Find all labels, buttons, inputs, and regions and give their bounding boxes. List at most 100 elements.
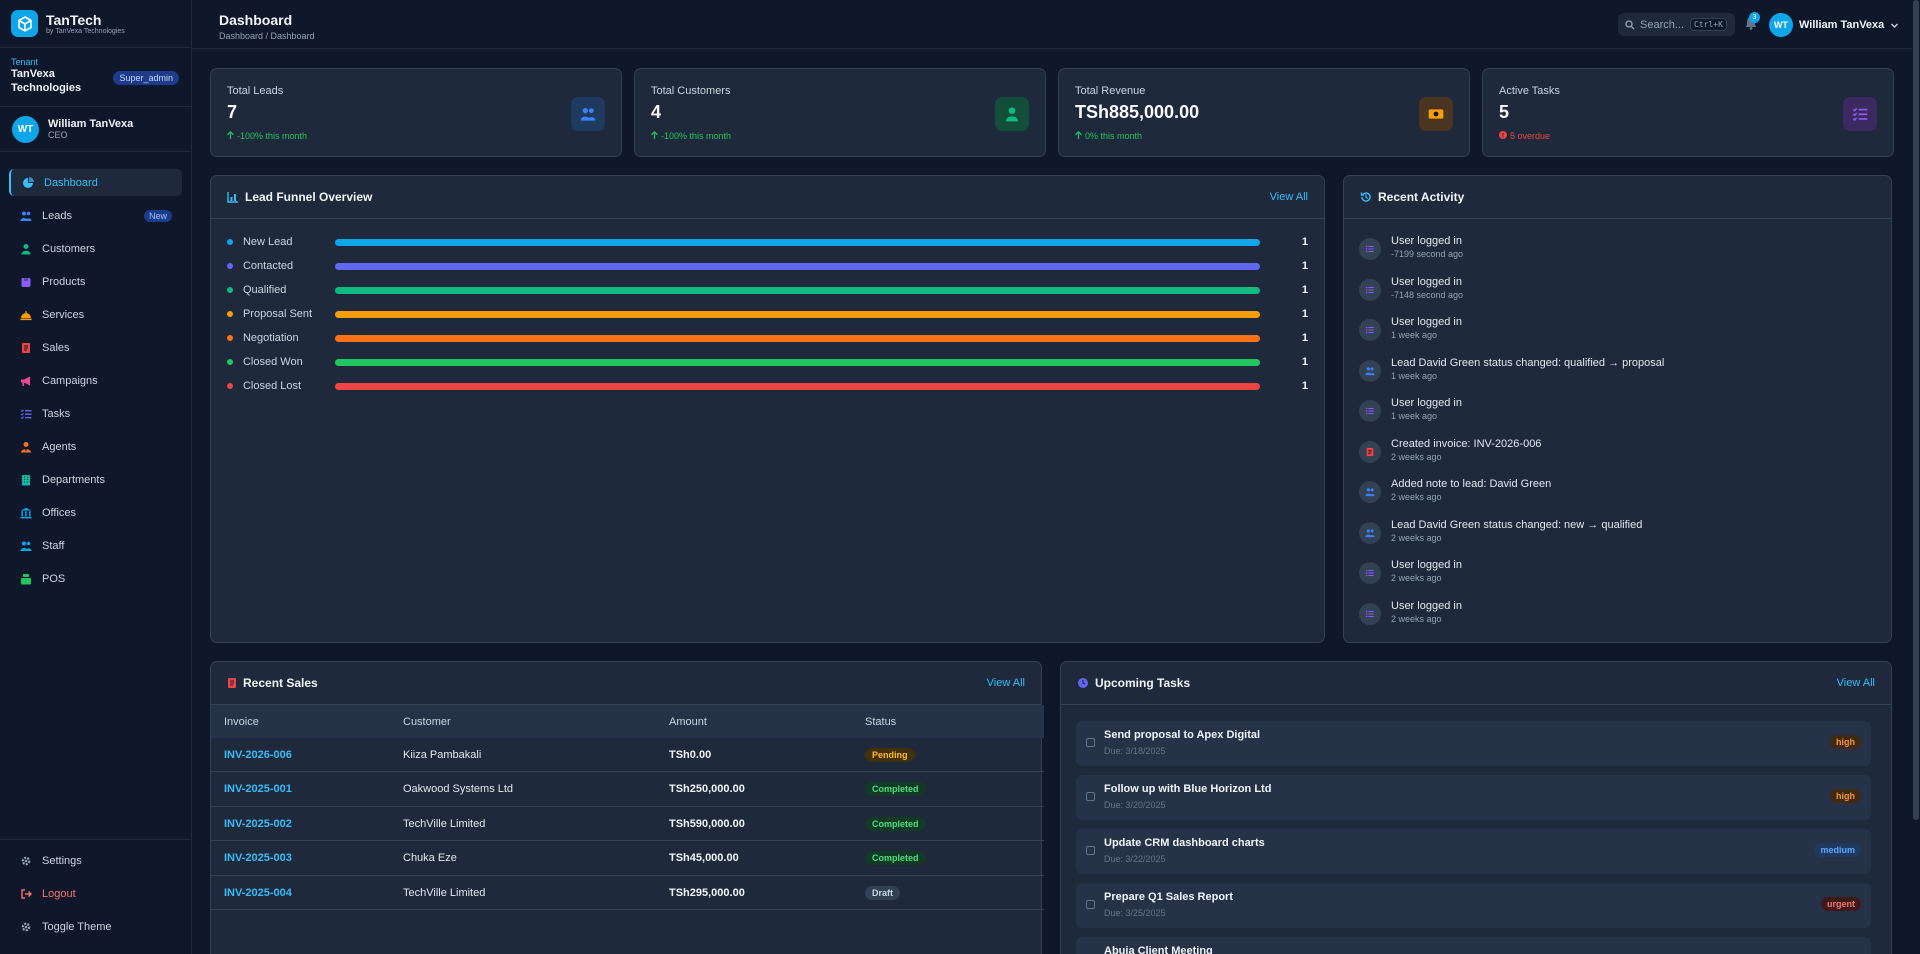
task-item[interactable]: Prepare Q1 Sales Report Due: 3/25/2025 urg… bbox=[1076, 883, 1871, 928]
sidebar-item-dashboard[interactable]: Dashboard bbox=[9, 169, 182, 196]
sidebar-item-agents[interactable]: Agents bbox=[9, 433, 182, 460]
user-menu[interactable]: WT William TanVexa bbox=[1769, 12, 1899, 38]
stat-value: 7 bbox=[227, 102, 238, 122]
activity-text: User logged in bbox=[1391, 316, 1462, 328]
chart-pie-icon bbox=[22, 176, 34, 189]
activity-item[interactable]: Lead David Green status changed: qualifi… bbox=[1359, 356, 1664, 390]
invoice-link[interactable]: INV-2025-002 bbox=[224, 817, 292, 830]
view-all-link[interactable]: View All bbox=[1269, 191, 1308, 203]
task-title: Follow up with Blue Horizon Ltd bbox=[1104, 783, 1272, 795]
logout-button[interactable]: Logout bbox=[9, 880, 182, 907]
activity-item[interactable]: User logged in 1 week ago bbox=[1359, 315, 1462, 349]
activity-item[interactable]: User logged in 1 week ago bbox=[1359, 396, 1462, 430]
sidebar-item-departments[interactable]: Departments bbox=[9, 466, 182, 493]
task-item[interactable]: Abuja Client Meeting bbox=[1076, 937, 1871, 954]
progress-fill bbox=[335, 334, 1261, 342]
status-badge: Completed bbox=[865, 782, 926, 796]
sidebar-user[interactable]: WT William TanVexa CEO bbox=[0, 107, 191, 152]
progress-fill bbox=[335, 262, 1261, 270]
table-row[interactable]: INV-2026-006 Kiiza Pambakali TSh0.00 Pendin… bbox=[211, 738, 1044, 772]
funnel-stage-label: Proposal Sent bbox=[242, 308, 313, 320]
scrollbar[interactable] bbox=[1912, 0, 1920, 954]
sidebar-item-products[interactable]: Products bbox=[9, 268, 182, 295]
sidebar-item-sales[interactable]: Sales bbox=[9, 334, 182, 361]
breadcrumb: Dashboard / Dashboard bbox=[219, 31, 315, 41]
task-due: Due: 3/22/2025 bbox=[1104, 854, 1166, 864]
funnel-count: 1 bbox=[1301, 260, 1308, 272]
search-input[interactable]: Search... Ctrl+K bbox=[1618, 13, 1735, 36]
sidebar-item-staff[interactable]: Staff bbox=[9, 532, 182, 559]
activity-item[interactable]: User logged in -7148 second ago bbox=[1359, 275, 1463, 309]
stat-card[interactable]: Total Leads 7 -100% this month bbox=[210, 68, 622, 157]
task-checkbox[interactable] bbox=[1086, 846, 1095, 855]
stat-value: 4 bbox=[651, 102, 662, 122]
task-checkbox[interactable] bbox=[1086, 738, 1095, 747]
card-header: Recent Sales View All bbox=[211, 662, 1041, 705]
activity-item[interactable]: Lead David Green status changed: new → q… bbox=[1359, 518, 1642, 552]
users-icon bbox=[1359, 359, 1381, 382]
activity-item[interactable]: User logged in -7199 second ago bbox=[1359, 234, 1463, 268]
task-checkbox[interactable] bbox=[1086, 900, 1095, 909]
view-all-link[interactable]: View All bbox=[986, 677, 1025, 689]
arrow-up-icon bbox=[227, 130, 234, 141]
sidebar-item-tasks[interactable]: Tasks bbox=[9, 400, 182, 427]
invoice-link[interactable]: INV-2025-003 bbox=[224, 852, 292, 864]
stat-label: Total Leads bbox=[227, 85, 284, 97]
column-header[interactable]: Invoice bbox=[224, 715, 259, 728]
stat-trend-text: -100% this month bbox=[237, 131, 308, 141]
logout-icon bbox=[20, 888, 32, 900]
column-header[interactable]: Status bbox=[865, 715, 897, 728]
activity-item[interactable]: User logged in 2 weeks ago bbox=[1359, 558, 1462, 592]
activity-item[interactable]: User logged in 2 weeks ago bbox=[1359, 599, 1462, 633]
sidebar-item-leads[interactable]: Leads New bbox=[9, 202, 182, 229]
amount-cell: TSh45,000.00 bbox=[669, 852, 739, 864]
sidebar-item-offices[interactable]: Offices bbox=[9, 499, 182, 526]
page-title: Dashboard bbox=[219, 12, 293, 28]
table-row[interactable]: INV-2025-002 TechVille Limited TSh590,000.… bbox=[211, 807, 1044, 841]
sidebar-item-customers[interactable]: Customers bbox=[9, 235, 182, 262]
stat-card[interactable]: Total Revenue TSh885,000.00 0% this month bbox=[1058, 68, 1470, 157]
funnel-row: Proposal Sent 1 bbox=[227, 307, 1308, 321]
sidebar-item-settings[interactable]: Settings bbox=[9, 847, 182, 874]
tenant-name: TanVexa Technologies bbox=[11, 68, 82, 94]
stat-card[interactable]: Active Tasks 5 5 overdue bbox=[1482, 68, 1894, 157]
search-icon bbox=[1625, 19, 1635, 30]
activity-content: Created invoice: INV-2026-006 2 weeks ago bbox=[1391, 437, 1541, 471]
activity-item[interactable]: Created invoice: INV-2026-006 2 weeks ago bbox=[1359, 437, 1541, 471]
task-item[interactable]: Send proposal to Apex Digital Due: 3/18/2… bbox=[1076, 721, 1871, 766]
brand[interactable]: TanTech by TanVexa Technologies bbox=[0, 0, 191, 48]
list-check-icon bbox=[1843, 97, 1877, 131]
amount-cell: TSh0.00 bbox=[669, 748, 712, 761]
task-checkbox[interactable] bbox=[1086, 792, 1095, 801]
brand-subtitle: by TanVexa Technologies bbox=[46, 27, 125, 35]
list-icon bbox=[1359, 319, 1381, 341]
funnel-stage-label: Qualified bbox=[242, 284, 287, 296]
scrollbar-thumb[interactable] bbox=[1913, 0, 1919, 820]
view-all-link[interactable]: View All bbox=[1836, 677, 1875, 689]
sidebar-item-campaigns[interactable]: Campaigns bbox=[9, 367, 182, 394]
sidebar-item-services[interactable]: Services bbox=[9, 301, 182, 328]
task-item[interactable]: Update CRM dashboard charts Due: 3/22/202… bbox=[1076, 829, 1871, 874]
list-icon bbox=[1359, 562, 1381, 584]
list-icon bbox=[1359, 602, 1381, 625]
invoice-link[interactable]: INV-2025-001 bbox=[224, 783, 292, 795]
column-header[interactable]: Amount bbox=[669, 715, 707, 728]
sidebar-item-pos[interactable]: POS bbox=[9, 565, 182, 592]
activity-item[interactable]: Added note to lead: David Green 2 weeks a… bbox=[1359, 477, 1551, 511]
table-row[interactable]: INV-2025-004 TechVille Limited TSh295,000.… bbox=[211, 876, 1044, 910]
progress-track bbox=[335, 262, 1261, 270]
table-row[interactable]: INV-2025-001 Oakwood Systems Ltd TSh250,00… bbox=[211, 773, 1044, 807]
invoice-link[interactable]: INV-2026-006 bbox=[224, 748, 292, 761]
cube-logo-icon bbox=[11, 10, 38, 37]
progress-track bbox=[335, 310, 1261, 318]
column-header[interactable]: Customer bbox=[403, 715, 451, 728]
sidebar-item-label: Staff bbox=[42, 539, 65, 552]
task-item[interactable]: Follow up with Blue Horizon Ltd Due: 3/20… bbox=[1076, 775, 1871, 820]
brand-name: TanTech bbox=[46, 11, 102, 28]
toggle-theme-button[interactable]: Toggle Theme bbox=[9, 913, 182, 940]
user-icon bbox=[995, 97, 1029, 131]
gear-icon bbox=[20, 855, 32, 867]
table-row[interactable]: INV-2025-003 Chuka Eze TSh45,000.00 Complet… bbox=[211, 842, 1044, 876]
stat-card[interactable]: Total Customers 4 -100% this month bbox=[634, 68, 1046, 157]
invoice-link[interactable]: INV-2025-004 bbox=[224, 886, 292, 899]
